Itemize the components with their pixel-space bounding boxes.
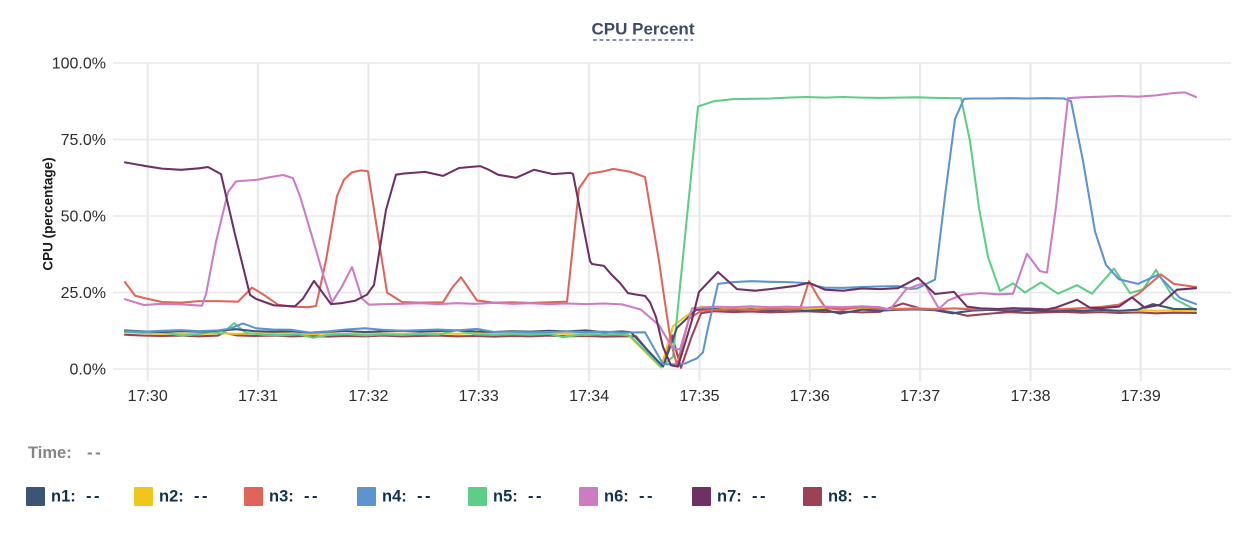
- svg-text:--: --: [752, 488, 768, 506]
- svg-text:CPU Percent: CPU Percent: [592, 20, 695, 39]
- svg-text:17:31: 17:31: [238, 388, 278, 405]
- svg-text:n7:: n7:: [717, 488, 742, 506]
- svg-text:n2:: n2:: [159, 488, 184, 506]
- svg-text:--: --: [304, 488, 320, 506]
- svg-text:n6:: n6:: [604, 488, 629, 506]
- svg-text:--: --: [87, 443, 103, 462]
- svg-text:17:34: 17:34: [569, 388, 609, 405]
- svg-text:--: --: [86, 488, 102, 506]
- svg-text:17:37: 17:37: [900, 388, 940, 405]
- svg-text:17:36: 17:36: [790, 388, 830, 405]
- svg-text:n3:: n3:: [269, 488, 294, 506]
- svg-text:n1:: n1:: [51, 488, 76, 506]
- svg-text:50.0%: 50.0%: [61, 209, 106, 226]
- svg-text:n8:: n8:: [828, 488, 853, 506]
- svg-text:17:32: 17:32: [348, 388, 388, 405]
- svg-text:25.0%: 25.0%: [61, 285, 106, 302]
- svg-text:--: --: [194, 488, 210, 506]
- svg-text:--: --: [639, 488, 655, 506]
- svg-text:CPU (percentage): CPU (percentage): [41, 157, 56, 270]
- svg-text:17:38: 17:38: [1010, 388, 1050, 405]
- svg-text:n5:: n5:: [493, 488, 518, 506]
- svg-text:0.0%: 0.0%: [70, 362, 106, 379]
- svg-text:n4:: n4:: [382, 488, 407, 506]
- svg-text:--: --: [417, 488, 433, 506]
- svg-text:17:33: 17:33: [459, 388, 499, 405]
- svg-text:17:35: 17:35: [679, 388, 719, 405]
- svg-text:75.0%: 75.0%: [61, 132, 106, 149]
- svg-text:--: --: [863, 488, 879, 506]
- svg-text:17:30: 17:30: [128, 388, 168, 405]
- svg-text:17:39: 17:39: [1121, 388, 1161, 405]
- svg-text:--: --: [528, 488, 544, 506]
- svg-text:100.0%: 100.0%: [52, 56, 106, 73]
- svg-text:Time:: Time:: [28, 444, 72, 462]
